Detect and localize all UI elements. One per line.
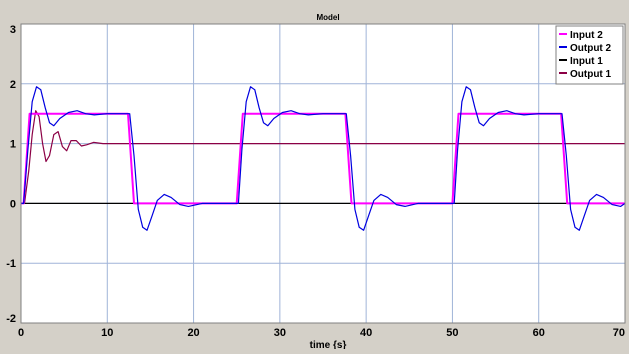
legend-label: Output 2 xyxy=(570,43,612,54)
series-line-output-1 xyxy=(21,110,625,204)
x-tick-label: 0 xyxy=(18,327,24,339)
series-lines xyxy=(21,86,626,231)
legend-box xyxy=(555,25,624,85)
y-tick-label: -2 xyxy=(6,313,16,325)
chart-title: Model xyxy=(316,13,339,22)
y-tick-label: 0 xyxy=(10,198,16,210)
x-tick-label: 10 xyxy=(101,327,113,339)
legend-label: Input 1 xyxy=(570,56,603,67)
x-tick-label: 50 xyxy=(446,327,458,339)
y-tick-label: 2 xyxy=(10,79,16,91)
x-tick-label: 40 xyxy=(360,327,372,339)
y-tick-label: -1 xyxy=(6,258,16,270)
legend-label: Input 2 xyxy=(570,30,603,41)
x-tick-label: 20 xyxy=(187,327,199,339)
y-tick-label: 3 xyxy=(10,24,16,36)
x-tick-label: 30 xyxy=(274,327,286,339)
plot-border xyxy=(20,23,626,324)
series-line-output-2 xyxy=(21,86,626,231)
tick-labels: 0 10 20 30 40 50 60 70 -2 -1 0 1 2 3 xyxy=(6,24,625,339)
x-axis-label: time {s} xyxy=(310,340,347,349)
legend-label: Output 1 xyxy=(570,69,612,80)
x-tick-label: 70 xyxy=(613,327,625,339)
y-tick-label: 1 xyxy=(10,139,16,151)
legend[interactable]: Input 2 Output 2 Input 1 Output 1 xyxy=(555,25,624,85)
plot-area[interactable] xyxy=(21,24,625,323)
x-tick-label: 60 xyxy=(533,327,545,339)
